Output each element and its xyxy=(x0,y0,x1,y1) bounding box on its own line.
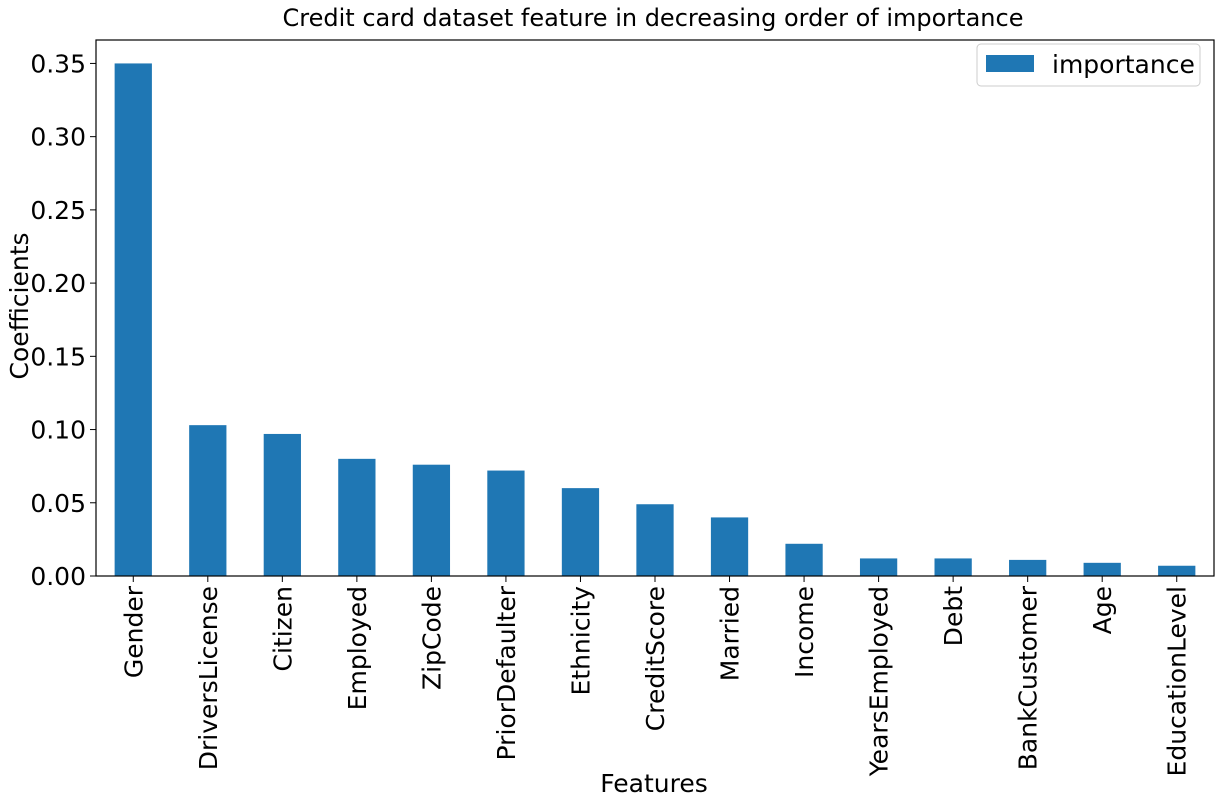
legend-frame xyxy=(976,43,1201,87)
bar xyxy=(561,488,600,576)
y-axis: 0.00 0.05 0.10 0.15 0.20 0.25 0.30 0.35 xyxy=(30,49,96,591)
bar xyxy=(1158,565,1196,576)
legend-swatch xyxy=(986,55,1034,72)
x-tick-label: Gender xyxy=(119,585,148,678)
x-tick-label: Age xyxy=(1088,586,1117,634)
x-tick-label: Citizen xyxy=(268,586,297,672)
y-tick-label: 0.05 xyxy=(30,489,86,518)
bar xyxy=(934,558,972,576)
x-tick-label: EducationLevel xyxy=(1163,586,1192,776)
legend: importance xyxy=(976,43,1201,87)
x-tick-label: Ethnicity xyxy=(566,586,595,696)
y-tick-label: 0.20 xyxy=(30,269,86,298)
bar xyxy=(1009,559,1047,576)
bars-group xyxy=(114,63,1196,576)
plot-area xyxy=(95,39,1215,577)
x-tick-label: ZipCode xyxy=(417,586,446,690)
chart-title: Credit card dataset feature in decreasin… xyxy=(283,4,1024,32)
x-tick-label: Employed xyxy=(343,586,372,710)
x-tick-label: PriorDefaulter xyxy=(492,585,521,760)
bar xyxy=(710,517,749,576)
x-axis: Gender DriversLicense Citizen Employed ZipCo… xyxy=(119,576,1192,777)
y-tick-label: 0.00 xyxy=(30,562,86,591)
y-tick-label: 0.30 xyxy=(30,123,86,152)
y-axis-label: Coefficients xyxy=(5,232,34,379)
x-tick-label: Debt xyxy=(939,586,968,647)
bar xyxy=(189,425,227,576)
y-tick-label: 0.15 xyxy=(30,342,86,371)
bar xyxy=(114,63,152,576)
x-tick-label: Married xyxy=(716,586,745,681)
bar xyxy=(263,433,301,576)
y-tick-label: 0.25 xyxy=(30,196,86,225)
bar xyxy=(636,504,674,576)
bar xyxy=(1083,562,1121,576)
bar xyxy=(338,458,376,576)
x-tick-label: Income xyxy=(790,586,819,678)
x-tick-label: DriversLicense xyxy=(194,586,223,770)
x-tick-label: CreditScore xyxy=(641,586,670,731)
bar xyxy=(412,464,451,576)
bar xyxy=(785,543,823,576)
legend-label: importance xyxy=(1052,50,1195,79)
x-tick-label: YearsEmployed xyxy=(865,586,894,777)
x-axis-label: Features xyxy=(600,769,708,798)
x-tick-label: BankCustomer xyxy=(1014,585,1043,770)
bar xyxy=(487,470,525,576)
y-tick-label: 0.35 xyxy=(30,49,86,78)
y-tick-label: 0.10 xyxy=(30,416,86,445)
bar xyxy=(859,558,898,576)
